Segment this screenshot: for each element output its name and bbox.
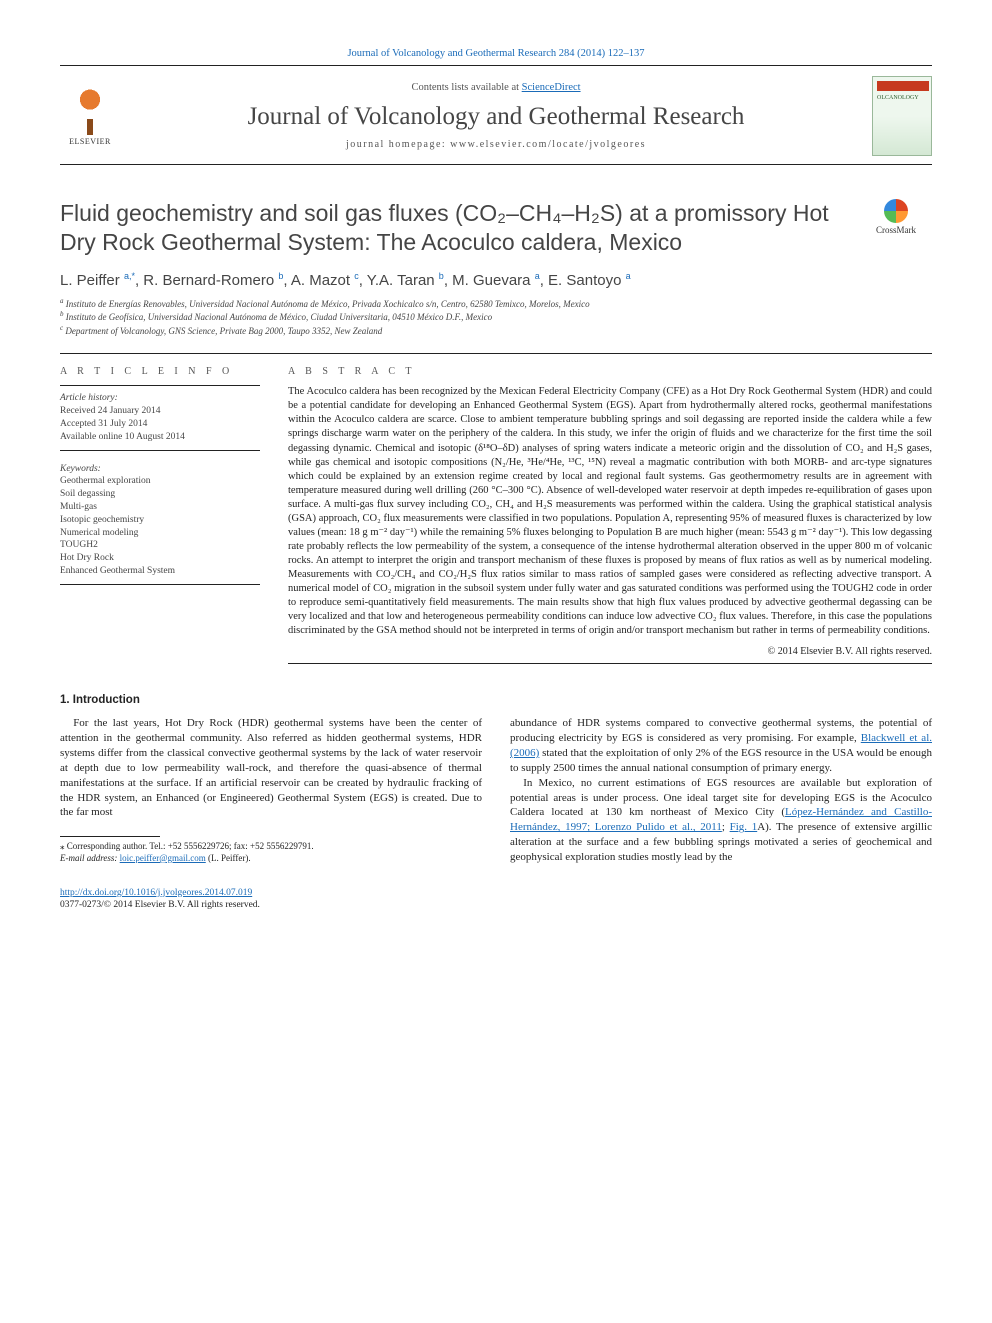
keyword-item: Soil degassing (60, 488, 260, 501)
affiliations: a Instituto de Energías Renovables, Univ… (60, 297, 932, 338)
keyword-item: Isotopic geochemistry (60, 514, 260, 527)
crossmark-label: CrossMark (876, 225, 916, 235)
journal-title: Journal of Volcanology and Geothermal Re… (136, 103, 856, 131)
doi-link[interactable]: http://dx.doi.org/10.1016/j.jvolgeores.2… (60, 888, 252, 898)
footnote-rule (60, 836, 160, 837)
history-accepted: Accepted 31 July 2014 (60, 418, 260, 431)
affiliation-b: b Instituto de Geofísica, Universidad Na… (60, 310, 932, 324)
contents-lists-line: Contents lists available at ScienceDirec… (136, 82, 856, 93)
elsevier-logo: ELSEVIER (60, 81, 120, 151)
footnote-email-label: E-mail address: (60, 853, 120, 863)
article-title: Fluid geochemistry and soil gas fluxes (… (60, 199, 844, 257)
ref-fig1[interactable]: Fig. 1 (730, 821, 758, 833)
history-online: Available online 10 August 2014 (60, 431, 260, 444)
rule-article-info-top (60, 385, 260, 386)
affiliation-a: a Instituto de Energías Renovables, Univ… (60, 297, 932, 311)
crossmark-badge[interactable]: CrossMark (860, 199, 932, 235)
page-header-citation[interactable]: Journal of Volcanology and Geothermal Re… (60, 48, 932, 59)
page-footer: http://dx.doi.org/10.1016/j.jvolgeores.2… (60, 887, 932, 912)
rule-keywords-top (60, 450, 260, 451)
keyword-item: TOUGH2 (60, 539, 260, 552)
abstract-text: The Acoculco caldera has been recognized… (288, 385, 932, 638)
article-history: Article history: Received 24 January 201… (60, 392, 260, 443)
corresponding-author-footnote: ⁎ Corresponding author. Tel.: +52 555622… (60, 841, 482, 864)
abstract-copyright: © 2014 Elsevier B.V. All rights reserved… (288, 646, 932, 657)
keyword-item: Hot Dry Rock (60, 552, 260, 565)
abstract-heading: A B S T R A C T (288, 366, 932, 377)
history-received: Received 24 January 2014 (60, 405, 260, 418)
journal-homepage: journal homepage: www.elsevier.com/locat… (136, 139, 856, 150)
keywords-block: Keywords: Geothermal explorationSoil deg… (60, 463, 260, 578)
issn-copyright: 0377-0273/© 2014 Elsevier B.V. All right… (60, 900, 260, 910)
intro-para-2: abundance of HDR systems compared to con… (510, 716, 932, 775)
keyword-item: Numerical modeling (60, 527, 260, 540)
keyword-item: Enhanced Geothermal System (60, 565, 260, 578)
article-info-heading: A R T I C L E I N F O (60, 366, 260, 377)
sciencedirect-link[interactable]: ScienceDirect (522, 82, 581, 93)
intro-para-3: In Mexico, no current estimations of EGS… (510, 776, 932, 865)
homepage-label: journal homepage: (346, 139, 450, 150)
footnote-corr: ⁎ Corresponding author. Tel.: +52 555622… (60, 841, 482, 853)
history-label: Article history: (60, 392, 260, 405)
keyword-item: Multi-gas (60, 501, 260, 514)
rule-keywords-bottom (60, 584, 260, 585)
elsevier-label: ELSEVIER (69, 137, 111, 146)
rule-under-affiliations (60, 353, 932, 354)
footnote-email-who: (L. Peiffer). (206, 853, 251, 863)
journal-header: ELSEVIER Contents lists available at Sci… (60, 66, 932, 165)
keyword-item: Geothermal exploration (60, 475, 260, 488)
crossmark-icon (884, 199, 908, 223)
journal-cover-thumbnail (872, 76, 932, 156)
keywords-label: Keywords: (60, 463, 260, 476)
contents-prefix: Contents lists available at (411, 82, 521, 93)
intro-para-1: For the last years, Hot Dry Rock (HDR) g… (60, 716, 482, 820)
elsevier-tree-icon (66, 87, 114, 135)
author-list: L. Peiffer a,*, R. Bernard-Romero b, A. … (60, 271, 932, 289)
footnote-email[interactable]: loic.peiffer@gmail.com (120, 853, 206, 863)
affiliation-c: c Department of Volcanology, GNS Science… (60, 324, 932, 338)
homepage-url[interactable]: www.elsevier.com/locate/jvolgeores (450, 139, 646, 150)
section-1-heading: 1. Introduction (60, 694, 932, 706)
rule-abstract-bottom (288, 663, 932, 664)
